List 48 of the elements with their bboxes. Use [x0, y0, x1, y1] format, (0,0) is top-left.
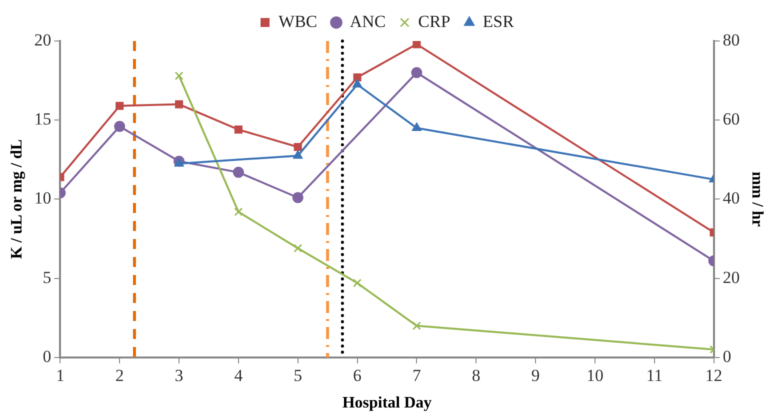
legend-label: ESR [482, 12, 515, 31]
x-tick-label: 11 [646, 366, 663, 386]
y-tick-label: 15 [34, 110, 52, 129]
y2-axis-title: mm / hr [748, 172, 766, 227]
x-tick-label: 4 [234, 366, 244, 386]
legend-label: ANC [350, 12, 386, 31]
point [352, 79, 362, 88]
x-tick-label: 9 [531, 366, 540, 386]
point [234, 208, 243, 216]
x-tick-label: 7 [412, 366, 422, 386]
x-tick-label: 5 [294, 366, 302, 386]
point [353, 278, 362, 288]
point [174, 158, 184, 167]
y2-tick-label: 60 [722, 110, 740, 129]
x-tick-label: 2 [115, 366, 124, 386]
point [174, 72, 184, 80]
legend-label: CRP [418, 12, 450, 31]
x-axis-title: Hospital Day [342, 394, 432, 412]
y-tick-label: 5 [42, 268, 52, 287]
y2-tick-label: 40 [722, 188, 740, 208]
x-tick-label: 12 [705, 366, 722, 386]
point [353, 73, 362, 82]
y2-tick-label: 80 [722, 30, 740, 50]
point [412, 321, 421, 330]
y2-tick-label: 20 [722, 268, 740, 287]
point [292, 192, 304, 204]
point [294, 142, 302, 152]
point [175, 100, 184, 108]
y2-tick-label: 0 [722, 346, 732, 366]
point [234, 126, 242, 134]
legend-label: WBC [278, 12, 318, 31]
y-tick-label: 0 [42, 346, 52, 366]
point [293, 150, 303, 159]
y-axis-title: K / uL or mg / dL [8, 139, 26, 260]
x-tick-label: 8 [472, 366, 480, 386]
x-tick-label: 3 [174, 366, 184, 386]
x-tick-label: 6 [353, 366, 362, 386]
point [294, 244, 302, 253]
point [411, 67, 422, 78]
y-tick-label: 10 [34, 188, 52, 208]
point [114, 120, 126, 132]
y-tick-label: 20 [34, 30, 52, 50]
point [116, 102, 124, 110]
point [232, 166, 244, 178]
point [412, 122, 422, 132]
x-tick-label: 10 [586, 366, 604, 386]
x-tick-label: 1 [56, 366, 64, 386]
point [412, 41, 421, 48]
